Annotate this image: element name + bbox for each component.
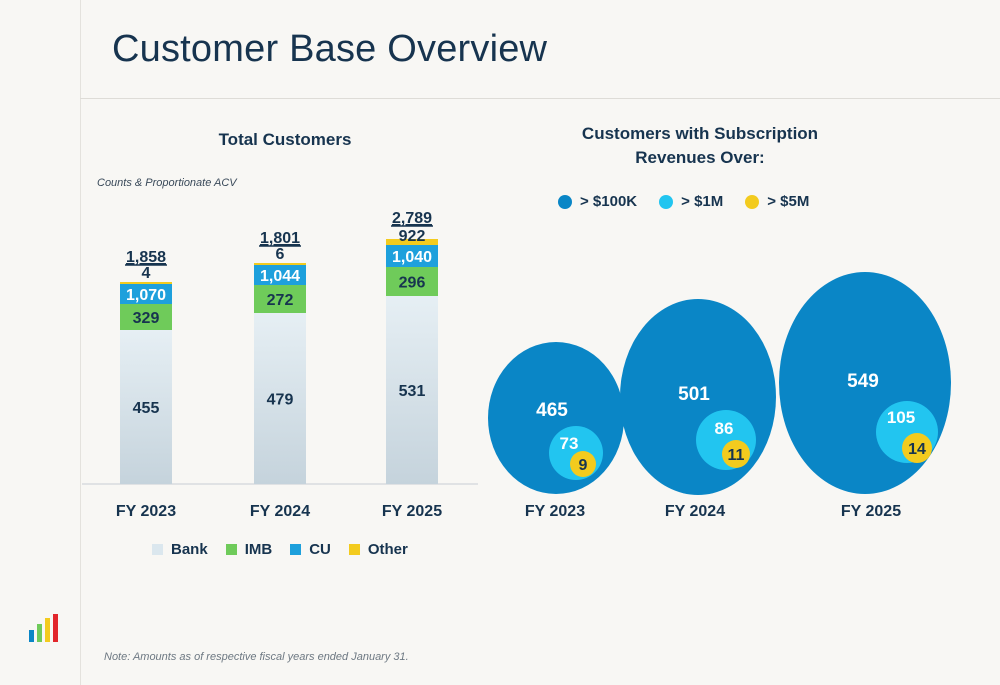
bubble-1m-label: 86 xyxy=(715,419,734,438)
bubble-chart-legend: > $100K > $1M > $5M xyxy=(558,193,809,210)
bubble-1m-label: 105 xyxy=(887,408,915,427)
bar-value-label: 531 xyxy=(399,383,426,400)
bubble-5m xyxy=(570,451,596,477)
total-customers-bar-chart: 455 329 1,070 41,858 FY 2023 479 272 1,044 61,80… xyxy=(82,210,478,520)
bar-value-label: 1,044 xyxy=(260,268,300,285)
bar-segment-other xyxy=(254,263,306,265)
legend-label: > $100K xyxy=(580,193,638,210)
header-divider xyxy=(80,98,1000,99)
legend-swatch xyxy=(290,544,302,555)
bar-category-label: FY 2024 xyxy=(250,503,310,520)
bubble-5m-label: 11 xyxy=(728,447,745,464)
bar-segment-bank xyxy=(386,296,438,484)
legend-dot xyxy=(659,194,674,209)
bubble-100k-label: 501 xyxy=(678,384,710,405)
bar-value-label: 455 xyxy=(133,400,160,417)
bar-value-label: 922 xyxy=(399,228,426,245)
bubble-100k-label: 549 xyxy=(847,371,879,392)
bubble-legend-item: > $100K xyxy=(558,193,637,210)
bar-segment-other xyxy=(120,282,172,284)
bar-total-label: 1,858 xyxy=(126,249,166,266)
bar-chart-legend: Bank IMB CU Other xyxy=(152,541,408,558)
bubble-5m xyxy=(902,433,932,463)
bar-chart-subtitle: Counts & Proportionate ACV xyxy=(97,177,237,189)
bar-value-label: 6 xyxy=(276,246,285,263)
legend-dot xyxy=(745,194,760,209)
bubble-5m-label: 14 xyxy=(908,441,926,458)
legend-label: > $5M xyxy=(767,193,810,210)
bar-segment-cu xyxy=(386,245,438,267)
bar-value-label: 1,070 xyxy=(126,287,166,304)
bar-value-label: 479 xyxy=(267,392,294,409)
legend-label: IMB xyxy=(244,541,273,558)
page-title: Customer Base Overview xyxy=(112,28,548,70)
bar-value-label: 1,040 xyxy=(392,249,432,266)
subscription-bubble-chart: 465 739 FY 2023 501 86 11 FY 2024 549 105 14 FY 20… xyxy=(488,272,951,520)
bubble-legend-item: > $5M xyxy=(745,193,809,210)
bar-value-label: 4 xyxy=(142,265,151,282)
company-logo-icon xyxy=(29,614,58,642)
legend-item-imb: IMB xyxy=(225,541,273,558)
bubble-100k-label: 465 xyxy=(536,400,568,421)
bar-segment-bank xyxy=(120,330,172,484)
bubble-category-label: FY 2023 xyxy=(525,503,585,520)
bubble-chart-title: Customers with Subscription Revenues Over… xyxy=(581,124,819,167)
footnote: Note: Amounts as of respective fiscal ye… xyxy=(104,651,409,663)
bubble-category-label: FY 2024 xyxy=(665,503,725,520)
legend-swatch xyxy=(152,544,163,555)
bar-segment-cu xyxy=(120,284,172,304)
legend-label: > $1M xyxy=(681,193,724,210)
legend-label: CU xyxy=(309,541,331,558)
bar-segment-imb xyxy=(254,285,306,313)
legend-swatch xyxy=(225,544,237,555)
bar-category-label: FY 2023 xyxy=(116,503,176,520)
legend-item-bank: Bank xyxy=(152,541,208,558)
bar-value-label: 296 xyxy=(399,275,426,292)
bar-segment-bank xyxy=(254,313,306,484)
bar-chart-title: Total Customers xyxy=(218,130,352,149)
bar-total-label: 1,801 xyxy=(260,230,300,247)
bubble-5m-label: 9 xyxy=(579,457,588,474)
legend-label: Other xyxy=(367,541,408,558)
legend-item-cu: CU xyxy=(290,541,331,558)
legend-label: Bank xyxy=(171,541,208,558)
legend-item-other: Other xyxy=(348,541,408,558)
bar-segment-other xyxy=(386,239,438,245)
bar-segment-cu xyxy=(254,265,306,285)
left-margin-rule xyxy=(80,0,81,685)
bubble-category-label: FY 2025 xyxy=(841,503,901,520)
bar-value-label: 272 xyxy=(267,292,294,309)
bar-segment-imb xyxy=(386,267,438,296)
bubble-legend-item: > $1M xyxy=(659,193,723,210)
bubble-1m-label: 73 xyxy=(560,434,579,453)
bar-category-label: FY 2025 xyxy=(382,503,442,520)
bar-value-label: 329 xyxy=(133,310,160,327)
bar-total-label: 2,789 xyxy=(392,210,432,227)
legend-dot xyxy=(558,194,572,209)
bubble-5m xyxy=(722,440,750,468)
bar-segment-imb xyxy=(120,304,172,330)
legend-swatch xyxy=(348,544,360,555)
